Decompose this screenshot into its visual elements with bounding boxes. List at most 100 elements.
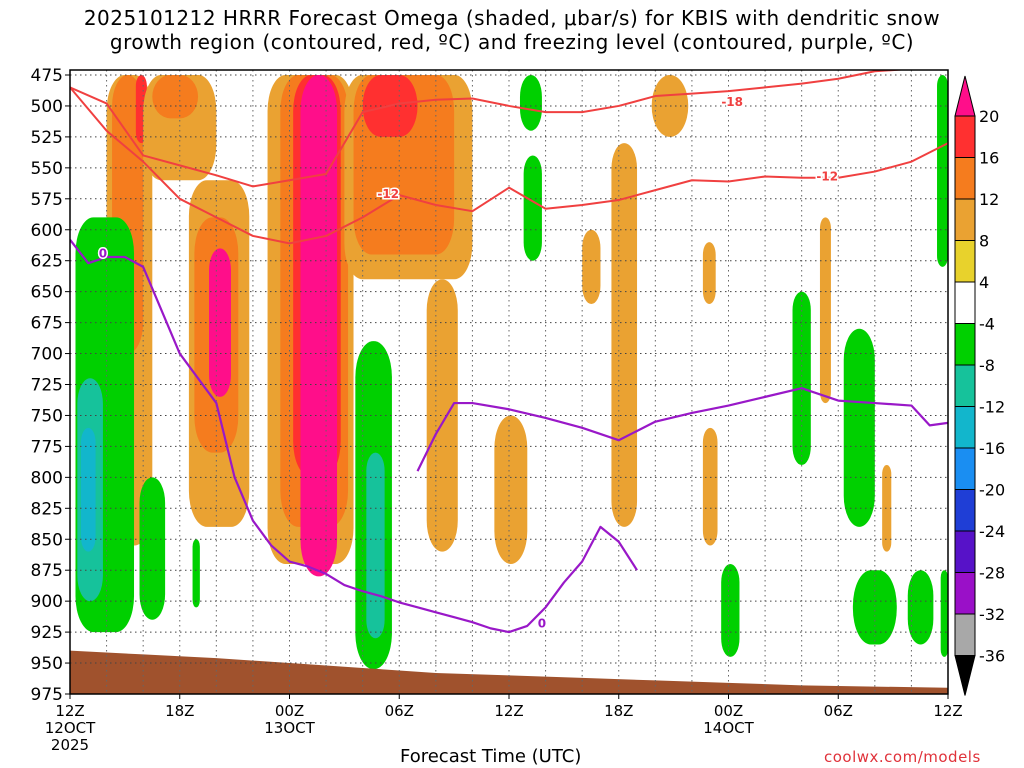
y-tick-label-950: 950 <box>31 654 63 674</box>
y-tick-label-550: 550 <box>31 159 63 179</box>
x-tick-label-12: 00Z <box>275 702 304 720</box>
colorbar-label-4: 4 <box>979 273 989 292</box>
title-line-1: 2025101212 HRRR Forecast Omega (shaded, … <box>83 6 941 30</box>
x-tick-label-6: 18Z <box>165 702 194 720</box>
omega-region-39 <box>366 452 385 639</box>
omega-region-7 <box>209 248 231 397</box>
y-tick-label-925: 925 <box>31 623 63 643</box>
freezing-upper-contour <box>416 387 948 472</box>
colorbar-swatch-5 <box>954 281 976 324</box>
terrain-layer <box>70 650 948 694</box>
dgz-minus18-contour <box>70 70 909 188</box>
credit-text: coolwx.com/models <box>824 748 981 766</box>
x-tick-label-48: 12Z <box>933 702 962 720</box>
y-tick-label-650: 650 <box>31 283 63 303</box>
omega-region-32 <box>940 570 948 657</box>
omega-shading <box>75 75 948 670</box>
omega-region-27 <box>843 328 875 527</box>
colorbar-swatch-2 <box>954 157 976 200</box>
omega-region-28 <box>882 464 892 552</box>
y-axis: 475 500 525 550 575 600 625 650 675 700 725 750 775 8… <box>31 66 70 705</box>
omega-region-30 <box>907 570 934 645</box>
y-tick-label-500: 500 <box>31 97 63 117</box>
colorbar: 20 16 12 8 4 -4 -8 -12 -16 -20 -24 -28 -32 -36 <box>954 75 1005 696</box>
y-tick-label-850: 850 <box>31 530 63 550</box>
x-date-label-0: 12OCT <box>45 719 96 737</box>
y-tick-label-575: 575 <box>31 190 63 210</box>
colorbar-swatch-6 <box>954 323 976 366</box>
colorbar-swatch-11 <box>954 530 976 573</box>
contour-label-freezing-left: 0 <box>99 246 107 260</box>
colorbar-swatch-13 <box>954 613 976 656</box>
colorbar-swatch-4 <box>954 240 976 283</box>
contour-label-freezing-bottom: 0 <box>538 616 546 630</box>
x-tick-label-24: 12Z <box>494 702 523 720</box>
y-tick-label-975: 975 <box>31 685 63 705</box>
colorbar-bottom-arrow <box>954 655 976 696</box>
omega-region-22 <box>702 242 716 305</box>
omega-region-20 <box>611 143 638 527</box>
y-tick-label-725: 725 <box>31 376 63 396</box>
colorbar-label-0: 20 <box>979 107 999 126</box>
colorbar-swatch-3 <box>954 198 976 241</box>
colorbar-label-12: -32 <box>979 605 1005 624</box>
colorbar-label-13: -36 <box>979 647 1005 666</box>
omega-region-36 <box>139 477 166 620</box>
x-year-label-0: 2025 <box>51 736 89 754</box>
y-tick-label-775: 775 <box>31 437 63 457</box>
colorbar-top-arrow <box>954 75 976 117</box>
colorbar-label-10: -24 <box>979 522 1005 541</box>
chart-title: 2025101212 HRRR Forecast Omega (shaded, … <box>0 6 1024 54</box>
y-tick-label-900: 900 <box>31 592 63 612</box>
omega-region-35 <box>80 427 96 552</box>
omega-region-23 <box>702 427 718 546</box>
omega-region-18 <box>523 155 542 261</box>
y-tick-label-600: 600 <box>31 221 63 241</box>
colorbar-label-9: -20 <box>979 481 1005 500</box>
x-tick-label-36: 00Z <box>714 702 743 720</box>
omega-region-4 <box>152 75 199 119</box>
omega-region-37 <box>192 539 200 608</box>
y-tick-label-750: 750 <box>31 406 63 426</box>
x-tick-label-30: 18Z <box>604 702 633 720</box>
colorbar-swatch-12 <box>954 572 976 615</box>
x-axis-label: Forecast Time (UTC) <box>400 746 582 767</box>
x-tick-label-18: 06Z <box>385 702 414 720</box>
colorbar-label-7: -12 <box>979 398 1005 417</box>
omega-region-29 <box>852 570 897 645</box>
colorbar-swatch-10 <box>954 489 976 532</box>
x-date-label-36: 14OCT <box>703 719 754 737</box>
omega-region-15 <box>426 279 458 552</box>
freezing-level-contour <box>70 238 638 634</box>
colorbar-label-3: 8 <box>979 232 989 251</box>
colorbar-swatch-8 <box>954 406 976 449</box>
omega-region-26 <box>819 217 831 404</box>
colorbar-swatch-1 <box>954 115 976 158</box>
x-tick-label-42: 06Z <box>824 702 853 720</box>
omega-region-24 <box>721 564 740 657</box>
terrain-fill <box>70 650 948 694</box>
colorbar-swatch-7 <box>954 364 976 407</box>
y-tick-label-825: 825 <box>31 499 63 519</box>
omega-region-21 <box>651 75 689 137</box>
title-line-2: growth region (contoured, red, ºC) and f… <box>109 30 915 54</box>
contour-label-minus18: -18 <box>721 95 743 109</box>
colorbar-label-5: -4 <box>979 315 995 334</box>
dgz-minus12-contour <box>70 86 948 245</box>
y-tick-label-525: 525 <box>31 128 63 148</box>
x-date-label-12: 13OCT <box>264 719 315 737</box>
omega-region-19 <box>582 229 601 305</box>
omega-region-16 <box>494 415 528 565</box>
y-tick-label-625: 625 <box>31 252 63 272</box>
omega-region-25 <box>792 291 811 465</box>
colorbar-label-11: -28 <box>979 564 1005 583</box>
omega-region-31 <box>937 75 948 267</box>
contour-layer: -18 -12 -12 0 0 <box>70 70 948 634</box>
colorbar-label-6: -8 <box>979 356 995 375</box>
x-tick-label-0: 12Z <box>55 702 84 720</box>
omega-region-11 <box>300 75 338 577</box>
omega-region-17 <box>519 75 542 131</box>
y-tick-label-700: 700 <box>31 345 63 365</box>
